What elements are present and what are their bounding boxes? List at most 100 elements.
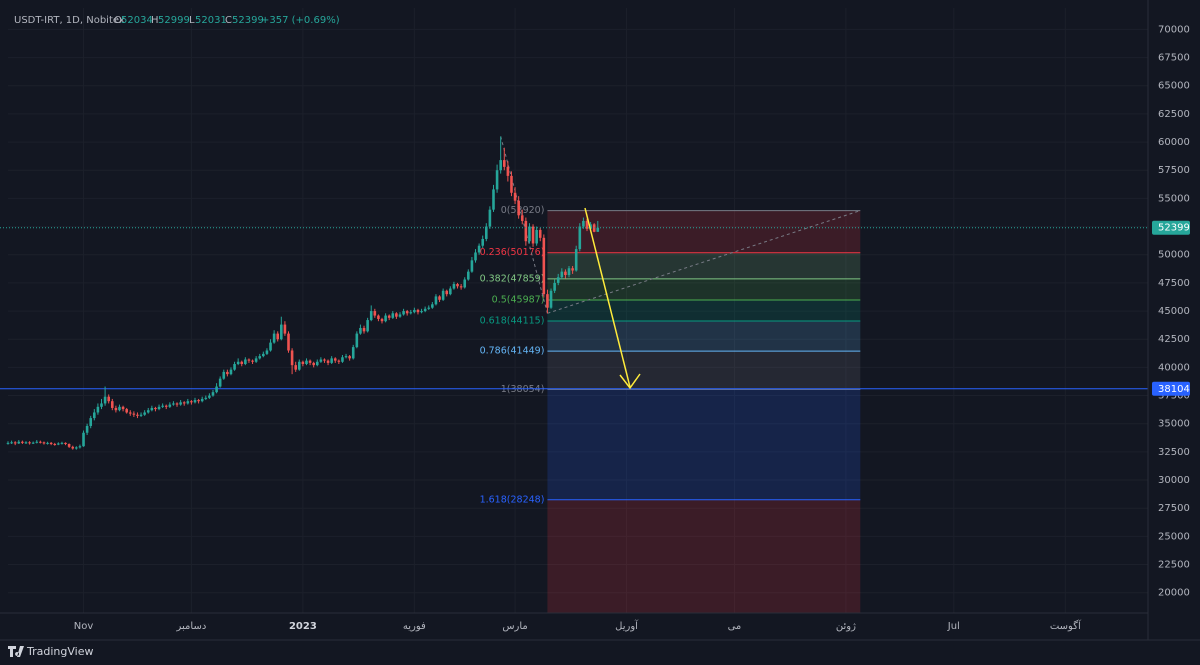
candle-body xyxy=(470,260,474,272)
candle-body xyxy=(226,371,229,375)
x-tick-label: مارس xyxy=(502,621,527,632)
candle-body xyxy=(467,271,470,280)
fib-zone xyxy=(547,499,861,613)
y-tick-label: 65000 xyxy=(1158,81,1190,92)
candle-body xyxy=(571,268,574,271)
open-value: 52034 xyxy=(121,15,153,26)
candle-body xyxy=(251,360,254,362)
fib-zone xyxy=(547,252,861,279)
candle-body xyxy=(481,238,485,246)
x-tick-label: آگوست xyxy=(1050,619,1082,632)
candle-body xyxy=(582,220,585,227)
candle-body xyxy=(240,361,244,365)
candle-body xyxy=(64,442,67,445)
low-value: 52031 xyxy=(195,15,227,26)
candle-body xyxy=(326,360,330,363)
y-tick-label: 62500 xyxy=(1158,109,1190,120)
candle-body xyxy=(132,413,136,415)
candle-body xyxy=(420,311,423,313)
candle-body xyxy=(35,441,39,443)
candle-body xyxy=(492,189,495,210)
candle-body xyxy=(31,442,35,444)
candle-body xyxy=(197,400,200,402)
candle-body xyxy=(337,360,341,362)
fib-zone xyxy=(547,299,861,322)
y-tick-label: 45000 xyxy=(1158,306,1190,317)
open-label: O xyxy=(114,15,122,26)
candle-body xyxy=(222,371,226,379)
candle-body xyxy=(556,277,560,283)
candle-body xyxy=(53,444,57,446)
candle-body xyxy=(139,414,143,416)
y-tick-label: 40000 xyxy=(1158,362,1190,373)
candle-body xyxy=(546,294,549,308)
candle-body xyxy=(190,401,193,403)
fib-zone xyxy=(547,389,861,500)
candle-body xyxy=(596,227,600,232)
candle-body xyxy=(431,304,434,308)
candle-body xyxy=(488,209,492,227)
fib-zone xyxy=(547,321,861,352)
brand: TradingView xyxy=(8,645,93,658)
candle-body xyxy=(319,359,323,362)
fib-label: 0.382(47859) xyxy=(480,273,545,284)
high-value: 52999 xyxy=(158,15,190,26)
legend: USDT-IRT, 1D, Nobitex O 52034 H 52999 L … xyxy=(14,15,340,26)
candle-body xyxy=(110,401,114,408)
candle-body xyxy=(315,361,319,366)
x-tick-label: می xyxy=(728,621,742,632)
candle-body xyxy=(100,403,103,407)
candle-body xyxy=(283,324,287,334)
x-tick-label: ژوئن xyxy=(836,621,856,632)
fib-zone xyxy=(547,278,861,300)
y-tick-label: 37500 xyxy=(1158,391,1190,402)
candle-body xyxy=(71,446,75,449)
arrow-shaft xyxy=(584,207,631,388)
y-tick-label: 30000 xyxy=(1158,475,1190,486)
candle-body xyxy=(236,361,240,365)
candle-body xyxy=(542,237,546,295)
candle-body xyxy=(280,324,283,340)
candle-body xyxy=(351,347,355,359)
candle-body xyxy=(244,359,247,365)
candle-body xyxy=(49,442,53,445)
y-tick-label: 70000 xyxy=(1158,24,1190,35)
candle-body xyxy=(380,318,384,322)
candle-body xyxy=(395,313,398,317)
candle-body xyxy=(305,360,308,365)
candle-body xyxy=(182,402,186,404)
symbol: USDT-IRT, 1D, Nobitex xyxy=(14,15,125,26)
brand-name: TradingView xyxy=(26,645,93,658)
candle-body xyxy=(574,249,578,271)
candle-body xyxy=(589,224,592,229)
candle-body xyxy=(510,175,513,193)
y-tick-label: 27500 xyxy=(1158,503,1190,514)
candle-body xyxy=(164,405,168,407)
y-tick-label: 47500 xyxy=(1158,278,1190,289)
candle-body xyxy=(287,333,290,351)
fib-zone xyxy=(547,210,861,253)
candle-body xyxy=(449,288,452,295)
fib-label: 1.618(28248) xyxy=(480,494,545,505)
candle-body xyxy=(93,412,96,419)
candle-body xyxy=(549,290,553,308)
hline-label: 38104 xyxy=(1158,384,1190,395)
candle-body xyxy=(6,442,10,444)
candle-body xyxy=(10,442,13,444)
last-price-label: 52399 xyxy=(1158,223,1190,234)
candle-body xyxy=(359,327,362,334)
candle-body xyxy=(445,290,449,295)
candle-body xyxy=(348,356,351,359)
candle-body xyxy=(13,442,17,444)
candle-body xyxy=(60,442,64,444)
candle-body xyxy=(520,215,524,221)
x-tick-label: فوریه xyxy=(403,621,426,632)
fib-label: 0.618(44115) xyxy=(480,316,545,327)
last-price-badge xyxy=(1152,220,1190,235)
candle-body xyxy=(143,412,146,415)
candle-body xyxy=(585,220,589,229)
candle-body xyxy=(269,342,272,351)
candle-body xyxy=(179,402,182,405)
candle-body xyxy=(344,356,348,358)
candle-body xyxy=(146,410,150,413)
